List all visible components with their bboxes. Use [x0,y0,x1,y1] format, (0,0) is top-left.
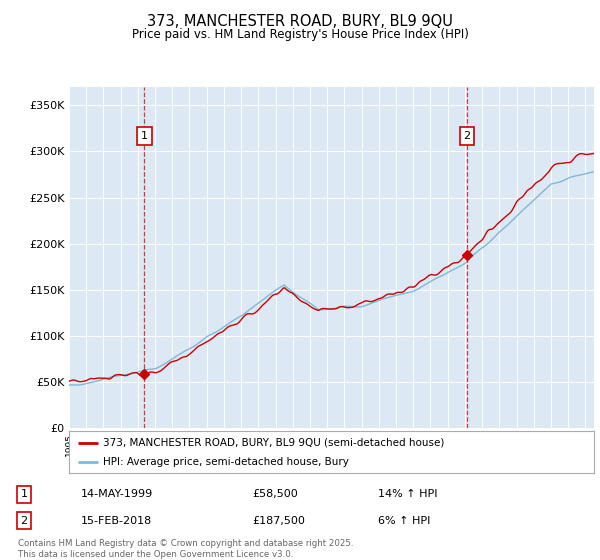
Text: 14% ↑ HPI: 14% ↑ HPI [378,489,437,500]
Text: £58,500: £58,500 [252,489,298,500]
Text: HPI: Average price, semi-detached house, Bury: HPI: Average price, semi-detached house,… [103,457,349,467]
Text: 1: 1 [20,489,28,500]
Text: 2: 2 [20,516,28,526]
Text: 15-FEB-2018: 15-FEB-2018 [81,516,152,526]
Text: 2: 2 [463,132,470,141]
Text: 373, MANCHESTER ROAD, BURY, BL9 9QU (semi-detached house): 373, MANCHESTER ROAD, BURY, BL9 9QU (sem… [103,437,445,447]
Text: 14-MAY-1999: 14-MAY-1999 [81,489,153,500]
Text: 373, MANCHESTER ROAD, BURY, BL9 9QU: 373, MANCHESTER ROAD, BURY, BL9 9QU [147,14,453,29]
Text: 6% ↑ HPI: 6% ↑ HPI [378,516,430,526]
Text: £187,500: £187,500 [252,516,305,526]
Text: 1: 1 [141,132,148,141]
Text: Contains HM Land Registry data © Crown copyright and database right 2025.
This d: Contains HM Land Registry data © Crown c… [18,539,353,559]
Text: Price paid vs. HM Land Registry's House Price Index (HPI): Price paid vs. HM Land Registry's House … [131,28,469,41]
